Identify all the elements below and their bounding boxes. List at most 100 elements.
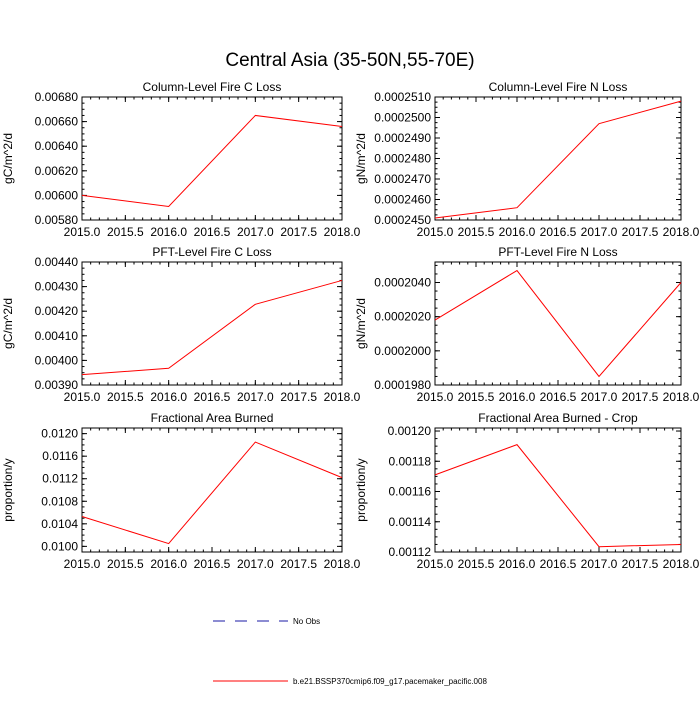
chart-panel-1: Column-Level Fire C Loss 2015.0 2015.5 2016… [1, 80, 361, 239]
y-axis-label: proportion/y [354, 458, 368, 521]
series-line [434, 269, 682, 378]
y-tick-label: 0.00118 [389, 454, 432, 468]
y-tick-label: 0.00390 [35, 378, 79, 392]
panel-title: Column-Level Fire C Loss [143, 80, 282, 94]
plot-frame [81, 261, 343, 386]
x-tick-label: 2016.0 [499, 390, 536, 404]
x-tick-label: 2017.0 [581, 557, 618, 571]
x-tick-label: 2017.5 [622, 225, 659, 239]
x-tick-label: 2018.0 [663, 557, 700, 571]
y-axis-label: proportion/y [1, 458, 15, 521]
y-tick-label: 0.00400 [35, 353, 79, 367]
x-tick-label: 2015.5 [107, 557, 144, 571]
y-tick-label: 0.00410 [35, 329, 79, 343]
y-tick-label: 0.00114 [389, 515, 432, 529]
y-tick-label: 0.00116 [389, 485, 432, 499]
legend: No Obs b.e21.BSSP370cmip6.f09_g17.pacemak… [213, 617, 487, 686]
x-tick-label: 2018.0 [324, 557, 361, 571]
y-tick-label: 0.0104 [41, 517, 78, 531]
y-tick-label: 0.0002000 [374, 344, 431, 358]
x-tick-label: 2015.0 [417, 390, 454, 404]
chart-panel-3: PFT-Level Fire C Loss 2015.0 2015.5 2016.0 2… [1, 245, 361, 404]
y-tick-label: 0.00420 [35, 304, 79, 318]
x-tick-label: 2016.0 [499, 225, 536, 239]
plot-frame [434, 427, 682, 553]
x-tick-label: 2018.0 [663, 225, 700, 239]
panel-title: PFT-Level Fire C Loss [152, 245, 271, 259]
x-tick-label: 2017.0 [581, 225, 618, 239]
figure-title: Central Asia (35-50N,55-70E) [225, 50, 474, 71]
x-tick-label: 2015.5 [458, 390, 495, 404]
y-tick-label: 0.00120 [388, 424, 432, 438]
x-tick-label: 2015.0 [64, 390, 101, 404]
legend-entry: No Obs [213, 617, 320, 626]
y-tick-label: 0.00620 [35, 164, 79, 178]
y-tick-label: 0.0002500 [374, 111, 431, 125]
y-axis-label: gC/m^2/d [1, 133, 15, 184]
x-tick-label: 2015.5 [107, 390, 144, 404]
legend-label: No Obs [293, 617, 320, 626]
series-line [81, 114, 343, 207]
chart-panel-5: Fractional Area Burned 2015.0 2015.5 2016.0… [1, 411, 361, 571]
legend-entry: b.e21.BSSP370cmip6.f09_g17.pacemaker_pac… [213, 677, 487, 686]
y-axis-label: gN/m^2/d [354, 298, 368, 349]
x-tick-label: 2016.0 [150, 390, 187, 404]
chart-panel-4: PFT-Level Fire N Loss 2015.0 2015.5 2016.0 2… [354, 245, 700, 404]
x-tick-label: 2016.0 [150, 225, 187, 239]
y-tick-label: 0.0002510 [374, 90, 431, 104]
y-tick-label: 0.00640 [35, 139, 79, 153]
x-tick-label: 2015.5 [458, 557, 495, 571]
x-tick-label: 2015.0 [64, 225, 101, 239]
y-tick-label: 0.0002480 [374, 152, 431, 166]
series-line [434, 100, 682, 219]
x-tick-label: 2016.5 [540, 557, 577, 571]
y-tick-label: 0.0002470 [374, 172, 431, 186]
series-line [434, 444, 682, 548]
y-tick-label: 0.0100 [41, 539, 78, 553]
x-tick-label: 2016.5 [194, 390, 231, 404]
y-axis-label: gN/m^2/d [354, 133, 368, 184]
x-tick-label: 2016.0 [499, 557, 536, 571]
x-tick-label: 2017.0 [237, 390, 274, 404]
y-tick-label: 0.0002460 [374, 193, 431, 207]
y-tick-label: 0.00440 [35, 255, 79, 269]
series-line [81, 279, 343, 376]
x-tick-label: 2015.0 [64, 557, 101, 571]
y-tick-label: 0.00580 [35, 213, 79, 227]
x-tick-label: 2015.0 [417, 557, 454, 571]
y-tick-label: 0.0002040 [374, 276, 431, 290]
x-tick-label: 2016.5 [540, 225, 577, 239]
y-tick-label: 0.0120 [41, 427, 78, 441]
x-tick-label: 2017.5 [280, 390, 317, 404]
y-axis-label: gC/m^2/d [1, 298, 15, 349]
plot-frame [434, 96, 682, 221]
x-tick-label: 2018.0 [324, 225, 361, 239]
series-line [81, 441, 343, 545]
x-tick-label: 2016.5 [194, 557, 231, 571]
panel-title: Fractional Area Burned - Crop [478, 411, 638, 425]
x-tick-label: 2017.5 [280, 225, 317, 239]
x-tick-label: 2016.5 [194, 225, 231, 239]
x-tick-label: 2015.0 [417, 225, 454, 239]
y-tick-label: 0.00430 [35, 280, 79, 294]
panel-title: Column-Level Fire N Loss [489, 80, 628, 94]
x-tick-label: 2017.5 [622, 390, 659, 404]
panel-title: Fractional Area Burned [151, 411, 274, 425]
x-tick-label: 2018.0 [324, 390, 361, 404]
x-tick-label: 2017.0 [237, 225, 274, 239]
y-tick-label: 0.00112 [389, 545, 432, 559]
x-tick-label: 2017.5 [280, 557, 317, 571]
plot-frame [81, 427, 343, 553]
x-tick-label: 2015.5 [458, 225, 495, 239]
x-tick-label: 2017.5 [622, 557, 659, 571]
x-tick-label: 2016.0 [150, 557, 187, 571]
chart-panel-2: Column-Level Fire N Loss 2015.0 2015.5 2016… [354, 80, 700, 239]
y-tick-label: 0.00660 [35, 115, 79, 129]
y-tick-label: 0.0002020 [374, 310, 431, 324]
panel-title: PFT-Level Fire N Loss [498, 245, 617, 259]
y-tick-label: 0.0112 [42, 472, 78, 486]
x-tick-label: 2017.0 [237, 557, 274, 571]
chart-panel-6: Fractional Area Burned - Crop 2015.0 2015.… [354, 411, 700, 571]
